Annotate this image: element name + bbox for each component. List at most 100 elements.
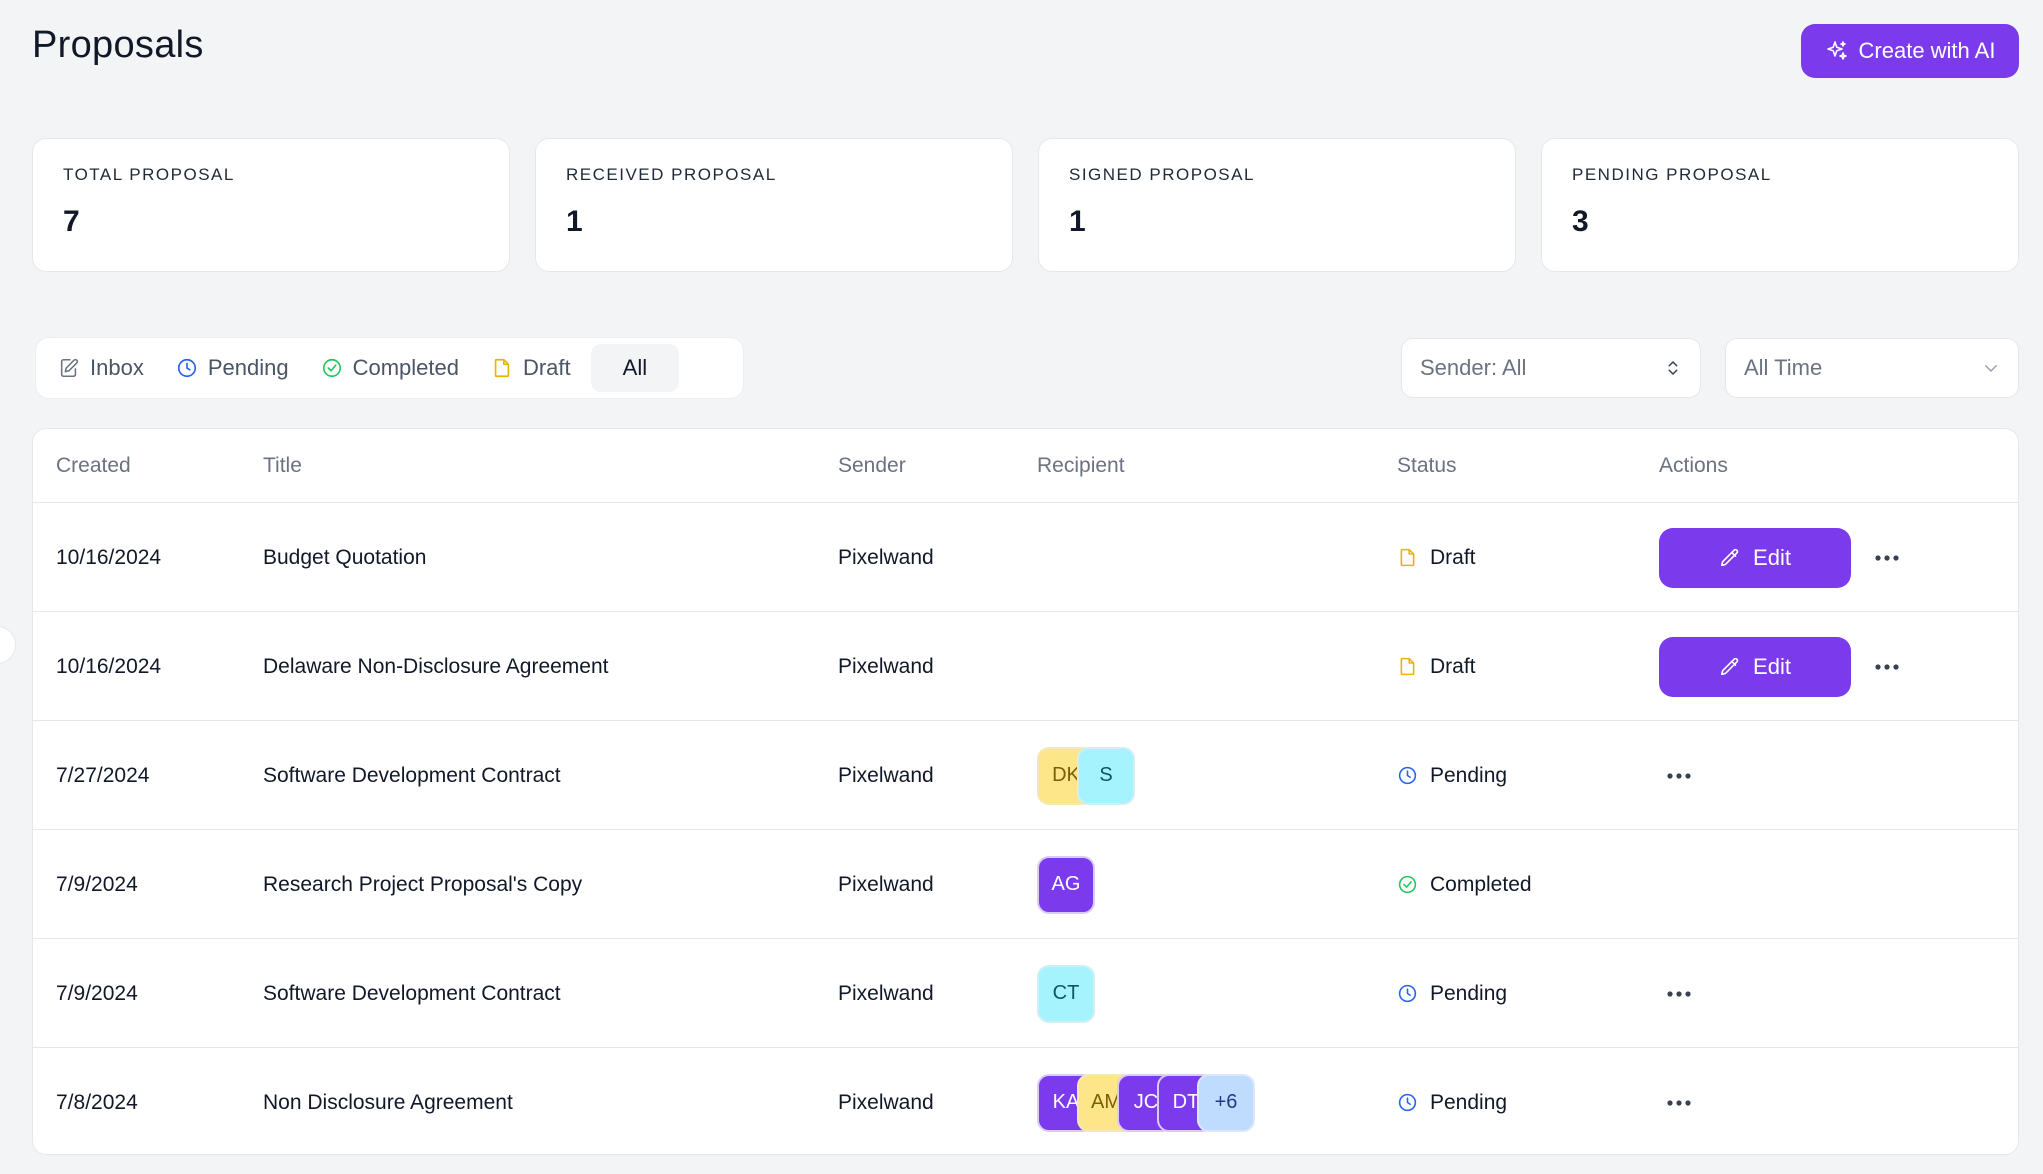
avatar[interactable]: CT [1037,964,1095,1023]
table-row[interactable]: 7/9/2024 Software Development Contract P… [33,939,2018,1048]
pencil-icon [1720,657,1739,675]
stat-label: RECEIVED PROPOSAL [566,165,777,184]
created-date: 7/9/2024 [56,981,138,1005]
column-header-recipient[interactable]: Recipient [1037,454,1125,477]
status-label: Pending [1430,1090,1508,1114]
table-row[interactable]: 7/27/2024 Software Development Contract … [33,721,2018,830]
tab-inbox[interactable]: Inbox [42,344,160,392]
created-date: 10/16/2024 [56,654,162,678]
more-options-button[interactable] [1659,974,1699,1014]
status-label: Pending [1430,763,1508,787]
row-actions [1659,1048,1699,1154]
stat-label: TOTAL PROPOSAL [63,165,235,184]
sender-name: Pixelwand [838,872,934,896]
file-icon [494,358,510,378]
sender-name: Pixelwand [838,545,934,569]
status-badge: Pending [1397,721,1507,830]
edit-label: Edit [1753,544,1791,570]
status-badge: Completed [1397,830,1532,939]
created-date: 7/27/2024 [56,763,150,787]
tab-all[interactable]: All [590,344,680,392]
column-header-title[interactable]: Title [263,454,302,477]
ellipsis-icon [1667,772,1691,779]
sender-name: Pixelwand [838,981,934,1005]
stat-card-pending: PENDING PROPOSAL 3 [1541,138,2019,272]
status-badge: Pending [1397,939,1507,1048]
stat-card-signed: SIGNED PROPOSAL 1 [1038,138,1516,272]
ellipsis-icon [1875,554,1899,561]
edit-document-icon [60,358,79,378]
stat-value: 1 [1069,205,1086,238]
edit-button[interactable]: Edit [1659,527,1851,588]
recipients: KA AM JC DT +6 [1037,1048,1255,1154]
time-filter-value: All Time [1744,355,1823,380]
column-header-status[interactable]: Status [1397,454,1457,477]
column-header-created[interactable]: Created [56,454,131,477]
row-actions [1659,939,1699,1048]
column-header-sender[interactable]: Sender [838,454,906,477]
clock-icon [1398,1093,1417,1112]
recipients: CT [1037,939,1095,1048]
stat-value: 3 [1572,205,1589,238]
ellipsis-icon [1667,1099,1691,1106]
edit-button[interactable]: Edit [1659,636,1851,697]
file-icon [1400,548,1415,567]
proposals-table: Created Title Sender Recipient Status Ac… [32,428,2019,1155]
tab-pending[interactable]: Pending [160,344,305,392]
created-date: 7/8/2024 [56,1090,138,1114]
check-circle-icon [322,358,341,378]
create-with-ai-button[interactable]: Create with AI [1801,24,2019,78]
chevron-down-icon [1985,365,1997,372]
sidebar-toggle-handle[interactable] [0,626,16,664]
tab-completed[interactable]: Completed [305,344,475,392]
sender-name: Pixelwand [838,654,934,678]
filter-tabs: Inbox Pending Completed Draft All [35,337,744,399]
time-filter-select[interactable]: All Time [1725,338,2019,398]
pencil-icon [1720,548,1739,566]
ellipsis-icon [1875,663,1899,670]
proposal-title[interactable]: Delaware Non-Disclosure Agreement [263,654,609,678]
more-recipients-count[interactable]: +6 [1197,1073,1255,1132]
sender-name: Pixelwand [838,763,934,787]
proposal-title[interactable]: Non Disclosure Agreement [263,1090,513,1114]
stat-card-total: TOTAL PROPOSAL 7 [32,138,510,272]
status-badge: Draft [1397,503,1476,612]
proposal-title[interactable]: Budget Quotation [263,545,427,569]
stat-label: PENDING PROPOSAL [1572,165,1772,184]
more-options-button[interactable] [1659,756,1699,796]
sender-filter-select[interactable]: Sender: All [1401,338,1701,398]
row-actions: Edit [1659,503,1907,612]
stat-value: 1 [566,205,583,238]
sparkle-icon [1826,41,1847,60]
status-label: Pending [1430,981,1508,1005]
more-options-button[interactable] [1867,647,1907,687]
proposal-title[interactable]: Software Development Contract [263,763,561,787]
avatar[interactable]: S [1077,746,1135,805]
edit-label: Edit [1753,653,1791,679]
check-circle-icon [1398,875,1417,894]
tab-label: Pending [207,355,289,380]
tab-label: Draft [522,355,571,380]
status-label: Completed [1430,872,1532,896]
more-options-button[interactable] [1867,538,1907,578]
created-date: 7/9/2024 [56,872,138,896]
status-badge: Pending [1397,1048,1508,1154]
tab-label: Completed [352,355,459,380]
table-row[interactable]: 10/16/2024 Budget Quotation Pixelwand Dr… [33,503,2018,612]
created-date: 10/16/2024 [56,545,162,569]
stat-label: SIGNED PROPOSAL [1069,165,1255,184]
table-row[interactable]: 7/9/2024 Research Project Proposal's Cop… [33,830,2018,939]
proposal-title[interactable]: Research Project Proposal's Copy [263,872,583,896]
tab-draft[interactable]: Draft [475,344,587,392]
clock-icon [177,358,196,378]
avatar[interactable]: AG [1037,855,1095,914]
file-icon [1400,657,1415,676]
proposal-title[interactable]: Software Development Contract [263,981,561,1005]
recipients: DK S [1037,721,1135,830]
table-row[interactable]: 7/8/2024 Non Disclosure Agreement Pixelw… [33,1048,2018,1154]
page-title: Proposals [32,24,204,66]
table-header: Created Title Sender Recipient Status Ac… [33,429,2018,503]
clock-icon [1398,984,1417,1003]
more-options-button[interactable] [1659,1083,1699,1123]
table-row[interactable]: 10/16/2024 Delaware Non-Disclosure Agree… [33,612,2018,721]
